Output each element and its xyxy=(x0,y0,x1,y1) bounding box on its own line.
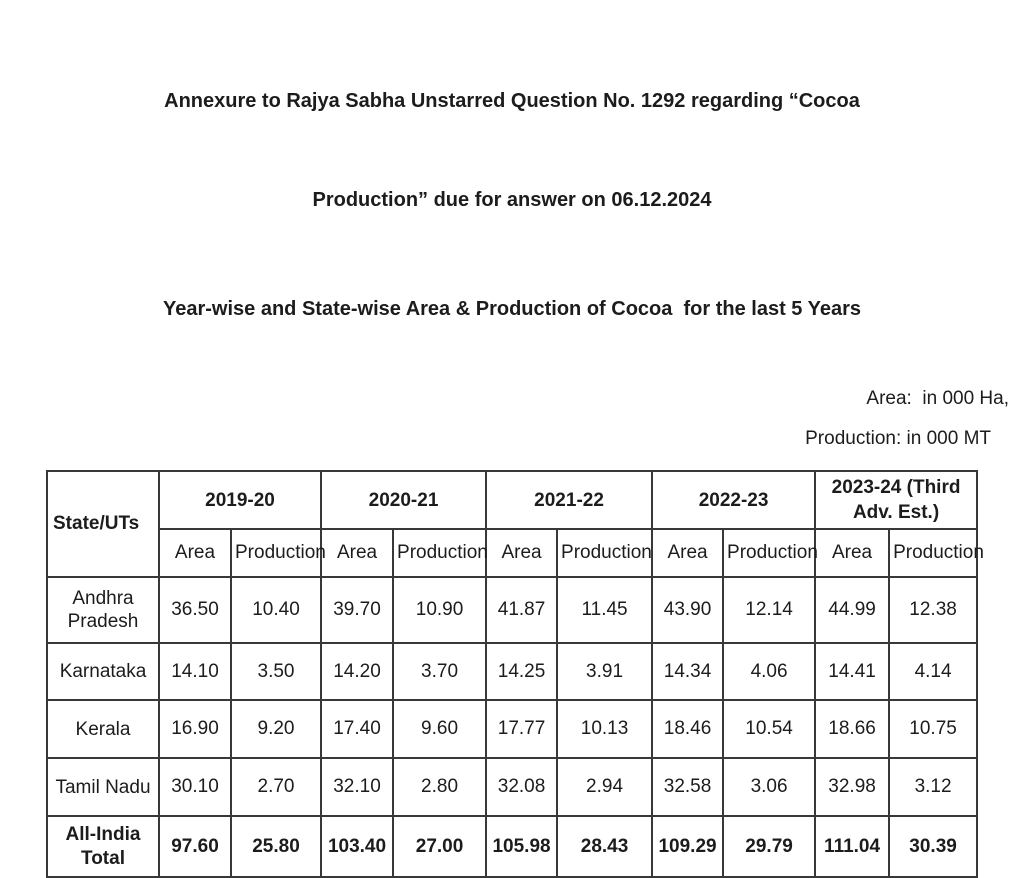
total-row: All-India Total 97.60 25.80 103.40 27.00 105.… xyxy=(46,815,979,878)
value-cell: 11.45 xyxy=(556,576,654,644)
value-cell: 3.12 xyxy=(888,757,979,817)
year-header-2023-24: 2023-24 (Third Adv. Est.) xyxy=(814,470,979,530)
value-cell: 28.43 xyxy=(556,815,654,878)
value-cell: 14.10 xyxy=(158,642,232,701)
state-name-cell: Tamil Nadu xyxy=(46,757,160,817)
value-cell: 44.99 xyxy=(814,576,891,644)
value-cell: 32.58 xyxy=(651,757,725,817)
state-name-cell: All-India Total xyxy=(46,815,160,878)
value-cell: 109.29 xyxy=(651,815,725,878)
value-cell: 29.79 xyxy=(722,815,817,878)
value-cell: 27.00 xyxy=(392,815,488,878)
unit-area-note: Area: in 000 Ha, xyxy=(866,388,1009,409)
value-cell: 105.98 xyxy=(485,815,559,878)
value-cell: 16.90 xyxy=(158,699,232,759)
year-header-2022-23: 2022-23 xyxy=(651,470,817,530)
doc-subtitle: Year-wise and State-wise Area & Producti… xyxy=(163,298,861,320)
units-block: Area: in 000 Ha, Production: in 000 MT xyxy=(0,388,1024,450)
production-header-cell: Production xyxy=(888,528,984,578)
state-uts-header-cell: State/UTs xyxy=(46,470,160,578)
value-cell: 3.50 xyxy=(229,642,323,701)
production-header-cell: Production xyxy=(722,528,818,578)
value-cell: 10.75 xyxy=(888,699,979,759)
area-header-cell: Area xyxy=(485,528,559,578)
value-cell: 30.39 xyxy=(888,815,979,878)
value-cell: 9.60 xyxy=(392,699,488,759)
value-cell: 3.91 xyxy=(556,642,654,701)
value-cell: 3.70 xyxy=(392,642,488,701)
value-cell: 43.90 xyxy=(651,576,725,644)
value-cell: 12.38 xyxy=(888,576,979,644)
value-cell: 17.40 xyxy=(320,699,395,759)
value-cell: 10.90 xyxy=(392,576,488,644)
value-cell: 14.25 xyxy=(485,642,559,701)
year-header-2019-20: 2019-20 xyxy=(157,470,323,530)
value-cell: 14.34 xyxy=(651,642,725,701)
value-cell: 2.94 xyxy=(556,757,654,817)
value-cell: 2.70 xyxy=(229,757,323,817)
state-row: Tamil Nadu 30.10 2.70 32.10 2.80 32.08 2.94 32.… xyxy=(46,757,979,817)
value-cell: 10.13 xyxy=(556,699,654,759)
doc-title: Annexure to Rajya Sabha Unstarred Questi… xyxy=(0,0,1024,283)
value-cell: 4.14 xyxy=(888,642,979,701)
state-row: Kerala 16.90 9.20 17.40 9.60 17.77 10.13 18.46 1… xyxy=(46,699,979,759)
value-cell: 32.10 xyxy=(320,757,395,817)
value-cell: 14.41 xyxy=(814,642,891,701)
production-header-cell: Production xyxy=(556,528,654,578)
cocoa-production-table: State/UTs 2019-20 2020-21 2021-22 2022-2… xyxy=(46,470,984,878)
value-cell: 32.98 xyxy=(814,757,891,817)
value-cell: 103.40 xyxy=(320,815,395,878)
year-header-2021-22: 2021-22 xyxy=(485,470,654,530)
value-cell: 36.50 xyxy=(158,576,232,644)
area-header-cell: Area xyxy=(814,528,891,578)
state-name-cell: Karnataka xyxy=(46,642,160,701)
value-cell: 30.10 xyxy=(158,757,232,817)
production-header-cell: Production xyxy=(392,528,488,578)
value-cell: 97.60 xyxy=(158,815,232,878)
value-cell: 18.66 xyxy=(814,699,891,759)
production-header-cell: Production xyxy=(229,528,326,578)
area-header-cell: Area xyxy=(320,528,395,578)
state-name-cell: Kerala xyxy=(46,699,160,759)
value-cell: 4.06 xyxy=(722,642,817,701)
table-header: State/UTs 2019-20 2020-21 2021-22 2022-2… xyxy=(46,470,984,578)
state-row: Karnataka 14.10 3.50 14.20 3.70 14.25 3.91 14.3… xyxy=(46,642,979,701)
value-cell: 17.77 xyxy=(485,699,559,759)
doc-title-line-2: Production” due for answer on 06.12.2024 xyxy=(312,189,712,211)
value-cell: 2.80 xyxy=(392,757,488,817)
value-cell: 41.87 xyxy=(485,576,559,644)
table-body: Andhra Pradesh 36.50 10.40 39.70 10.90 41.87 1… xyxy=(46,576,979,878)
sub-header-row: Area Production Area Production Area Pro… xyxy=(47,528,984,578)
value-cell: 14.20 xyxy=(320,642,395,701)
value-cell: 111.04 xyxy=(814,815,891,878)
value-cell: 25.80 xyxy=(229,815,323,878)
value-cell: 3.06 xyxy=(722,757,817,817)
value-cell: 18.46 xyxy=(651,699,725,759)
value-cell: 9.20 xyxy=(229,699,323,759)
value-cell: 10.40 xyxy=(229,576,323,644)
value-cell: 39.70 xyxy=(320,576,395,644)
value-cell: 32.08 xyxy=(485,757,559,817)
state-name-cell: Andhra Pradesh xyxy=(46,576,160,644)
state-row: Andhra Pradesh 36.50 10.40 39.70 10.90 41.87 1… xyxy=(46,576,979,644)
value-cell: 10.54 xyxy=(722,699,817,759)
doc-title-line-1: Annexure to Rajya Sabha Unstarred Questi… xyxy=(164,90,860,112)
year-header-2020-21: 2020-21 xyxy=(320,470,488,530)
area-header-cell: Area xyxy=(158,528,232,578)
year-header-row: State/UTs 2019-20 2020-21 2021-22 2022-2… xyxy=(46,470,979,578)
area-header-cell: Area xyxy=(651,528,725,578)
value-cell: 12.14 xyxy=(722,576,817,644)
unit-production-note: Production: in 000 MT xyxy=(805,428,991,449)
